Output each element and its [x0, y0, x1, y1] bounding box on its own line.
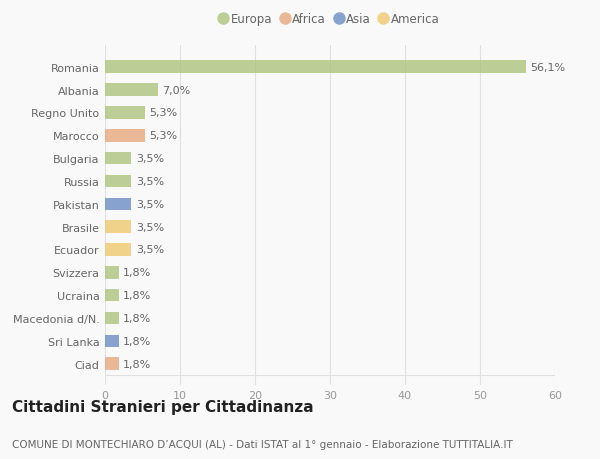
- Bar: [105, 266, 119, 279]
- Text: 1,8%: 1,8%: [123, 268, 151, 278]
- Bar: [105, 84, 157, 97]
- Text: 5,3%: 5,3%: [149, 108, 178, 118]
- Text: 3,5%: 3,5%: [136, 199, 164, 209]
- Text: 1,8%: 1,8%: [123, 313, 151, 323]
- Bar: [105, 312, 119, 325]
- Text: 1,8%: 1,8%: [123, 291, 151, 301]
- Text: 3,5%: 3,5%: [136, 222, 164, 232]
- Text: 3,5%: 3,5%: [136, 154, 164, 164]
- Bar: [105, 175, 131, 188]
- Bar: [105, 358, 119, 370]
- Bar: [105, 62, 526, 74]
- Bar: [105, 152, 131, 165]
- Text: 3,5%: 3,5%: [136, 245, 164, 255]
- Bar: [105, 198, 131, 211]
- Text: 56,1%: 56,1%: [530, 62, 565, 73]
- Text: 3,5%: 3,5%: [136, 177, 164, 186]
- Bar: [105, 244, 131, 256]
- Bar: [105, 335, 119, 347]
- Bar: [105, 289, 119, 302]
- Text: 7,0%: 7,0%: [162, 85, 190, 95]
- Text: 1,8%: 1,8%: [123, 359, 151, 369]
- Bar: [105, 221, 131, 233]
- Text: 1,8%: 1,8%: [123, 336, 151, 346]
- Legend: Europa, Africa, Asia, America: Europa, Africa, Asia, America: [220, 13, 440, 26]
- Text: Cittadini Stranieri per Cittadinanza: Cittadini Stranieri per Cittadinanza: [12, 399, 314, 414]
- Text: COMUNE DI MONTECHIARO D’ACQUI (AL) - Dati ISTAT al 1° gennaio - Elaborazione TUT: COMUNE DI MONTECHIARO D’ACQUI (AL) - Dat…: [12, 440, 513, 449]
- Bar: [105, 130, 145, 142]
- Bar: [105, 107, 145, 119]
- Text: 5,3%: 5,3%: [149, 131, 178, 141]
